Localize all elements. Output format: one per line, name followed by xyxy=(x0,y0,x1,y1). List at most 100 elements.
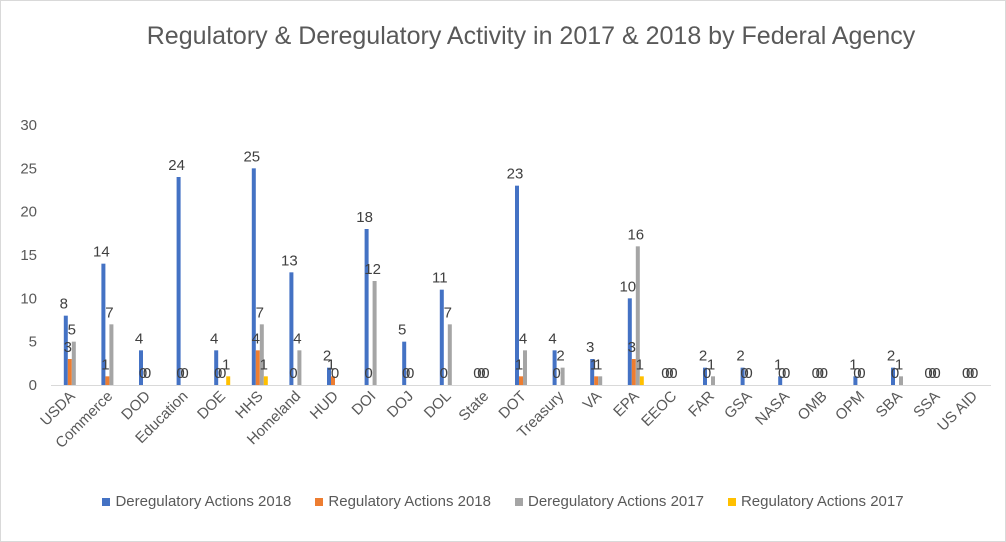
data-label: 0 xyxy=(669,365,677,382)
data-label: 0 xyxy=(924,365,932,382)
data-label: 16 xyxy=(627,226,644,243)
bar xyxy=(891,367,895,385)
y-tick-label: 5 xyxy=(29,334,37,351)
data-label: 4 xyxy=(210,330,218,347)
x-tick-label: NASA xyxy=(752,388,793,429)
bars xyxy=(63,168,903,385)
data-label: 4 xyxy=(252,330,260,347)
data-label: 0 xyxy=(143,365,151,382)
data-label: 7 xyxy=(105,304,113,321)
y-tick-label: 15 xyxy=(20,247,37,264)
bar xyxy=(627,298,632,385)
data-label: 4 xyxy=(293,330,301,347)
bar xyxy=(176,177,181,385)
data-label: 0 xyxy=(440,365,448,382)
data-label: 1 xyxy=(515,356,523,373)
data-label: 2 xyxy=(556,348,564,365)
data-label: 0 xyxy=(406,365,414,382)
x-tick-label: DOT xyxy=(495,388,529,422)
data-label: 24 xyxy=(168,157,185,174)
data-label: 0 xyxy=(176,365,184,382)
bar xyxy=(105,376,110,385)
data-label: 5 xyxy=(68,322,76,339)
bar xyxy=(372,281,377,385)
bar xyxy=(523,350,527,385)
legend-item: Deregulatory Actions 2017 xyxy=(515,493,704,510)
data-label: 5 xyxy=(398,322,406,339)
data-labels: 8351417400240040012547113042101801250011… xyxy=(60,148,979,382)
data-label: 1 xyxy=(895,356,903,373)
bar xyxy=(853,376,858,385)
data-label: 10 xyxy=(619,278,636,295)
bar xyxy=(67,359,72,385)
x-tick-label: US AID xyxy=(934,388,981,435)
x-tick-label: GSA xyxy=(721,388,755,422)
data-label: 0 xyxy=(820,365,828,382)
x-tick-label: VA xyxy=(580,388,605,413)
legend-label: Regulatory Actions 2018 xyxy=(328,493,491,510)
x-tick-label: DOE xyxy=(194,388,229,423)
data-label: 1 xyxy=(327,356,335,373)
data-label: 14 xyxy=(93,244,110,261)
x-tick-label: HHS xyxy=(232,388,266,422)
data-label: 0 xyxy=(744,365,752,382)
data-label: 23 xyxy=(507,166,524,183)
data-label: 0 xyxy=(402,365,410,382)
data-label: 0 xyxy=(782,365,790,382)
data-label: 18 xyxy=(356,209,373,226)
data-label: 0 xyxy=(139,365,147,382)
legend-item: Deregulatory Actions 2018 xyxy=(102,493,291,510)
y-tick-label: 0 xyxy=(29,377,37,394)
bar xyxy=(447,324,452,385)
data-label: 0 xyxy=(364,365,372,382)
legend-swatch xyxy=(315,497,324,506)
bar xyxy=(635,246,640,385)
data-label: 0 xyxy=(331,365,339,382)
bar xyxy=(109,324,114,385)
data-label: 12 xyxy=(364,261,381,278)
data-label: 0 xyxy=(289,365,297,382)
data-label: 0 xyxy=(661,365,669,382)
data-label: 0 xyxy=(778,365,786,382)
data-label: 2 xyxy=(323,348,331,365)
data-label: 7 xyxy=(444,304,452,321)
bar xyxy=(778,376,783,385)
data-label: 0 xyxy=(552,365,560,382)
bar xyxy=(251,168,256,385)
data-label: 11 xyxy=(432,270,448,287)
data-label: 7 xyxy=(256,304,264,321)
legend-swatch xyxy=(515,497,523,506)
data-label: 0 xyxy=(853,365,861,382)
bar xyxy=(560,367,565,385)
data-label: 0 xyxy=(966,365,974,382)
bar xyxy=(711,376,715,385)
legend-swatch xyxy=(727,497,736,506)
data-label: 0 xyxy=(214,365,222,382)
y-tick-label: 25 xyxy=(20,160,37,177)
bar xyxy=(297,350,302,385)
data-label: 0 xyxy=(928,365,936,382)
data-label: 25 xyxy=(243,148,260,165)
data-label: 13 xyxy=(281,252,298,269)
data-label: 1 xyxy=(101,356,109,373)
data-label: 1 xyxy=(260,356,268,373)
data-label: 1 xyxy=(636,356,644,373)
bar xyxy=(594,376,599,385)
bar xyxy=(255,350,260,385)
data-label: 3 xyxy=(628,339,636,356)
chart-title: Regulatory & Deregulatory Activity in 20… xyxy=(146,22,916,50)
data-label: 1 xyxy=(707,356,715,373)
data-label: 0 xyxy=(816,365,824,382)
y-tick-label: 10 xyxy=(20,290,37,307)
x-tick-label: SSA xyxy=(910,388,943,421)
x-tick-label: SBA xyxy=(873,388,906,421)
bar xyxy=(226,376,231,385)
x-tick-label: DOJ xyxy=(384,388,417,421)
data-label: 8 xyxy=(60,296,68,313)
bar xyxy=(63,315,68,385)
data-label: 0 xyxy=(891,365,899,382)
legend-label: Deregulatory Actions 2017 xyxy=(528,493,704,510)
data-label: 1 xyxy=(774,356,782,373)
x-tick-label: EPA xyxy=(610,388,642,420)
